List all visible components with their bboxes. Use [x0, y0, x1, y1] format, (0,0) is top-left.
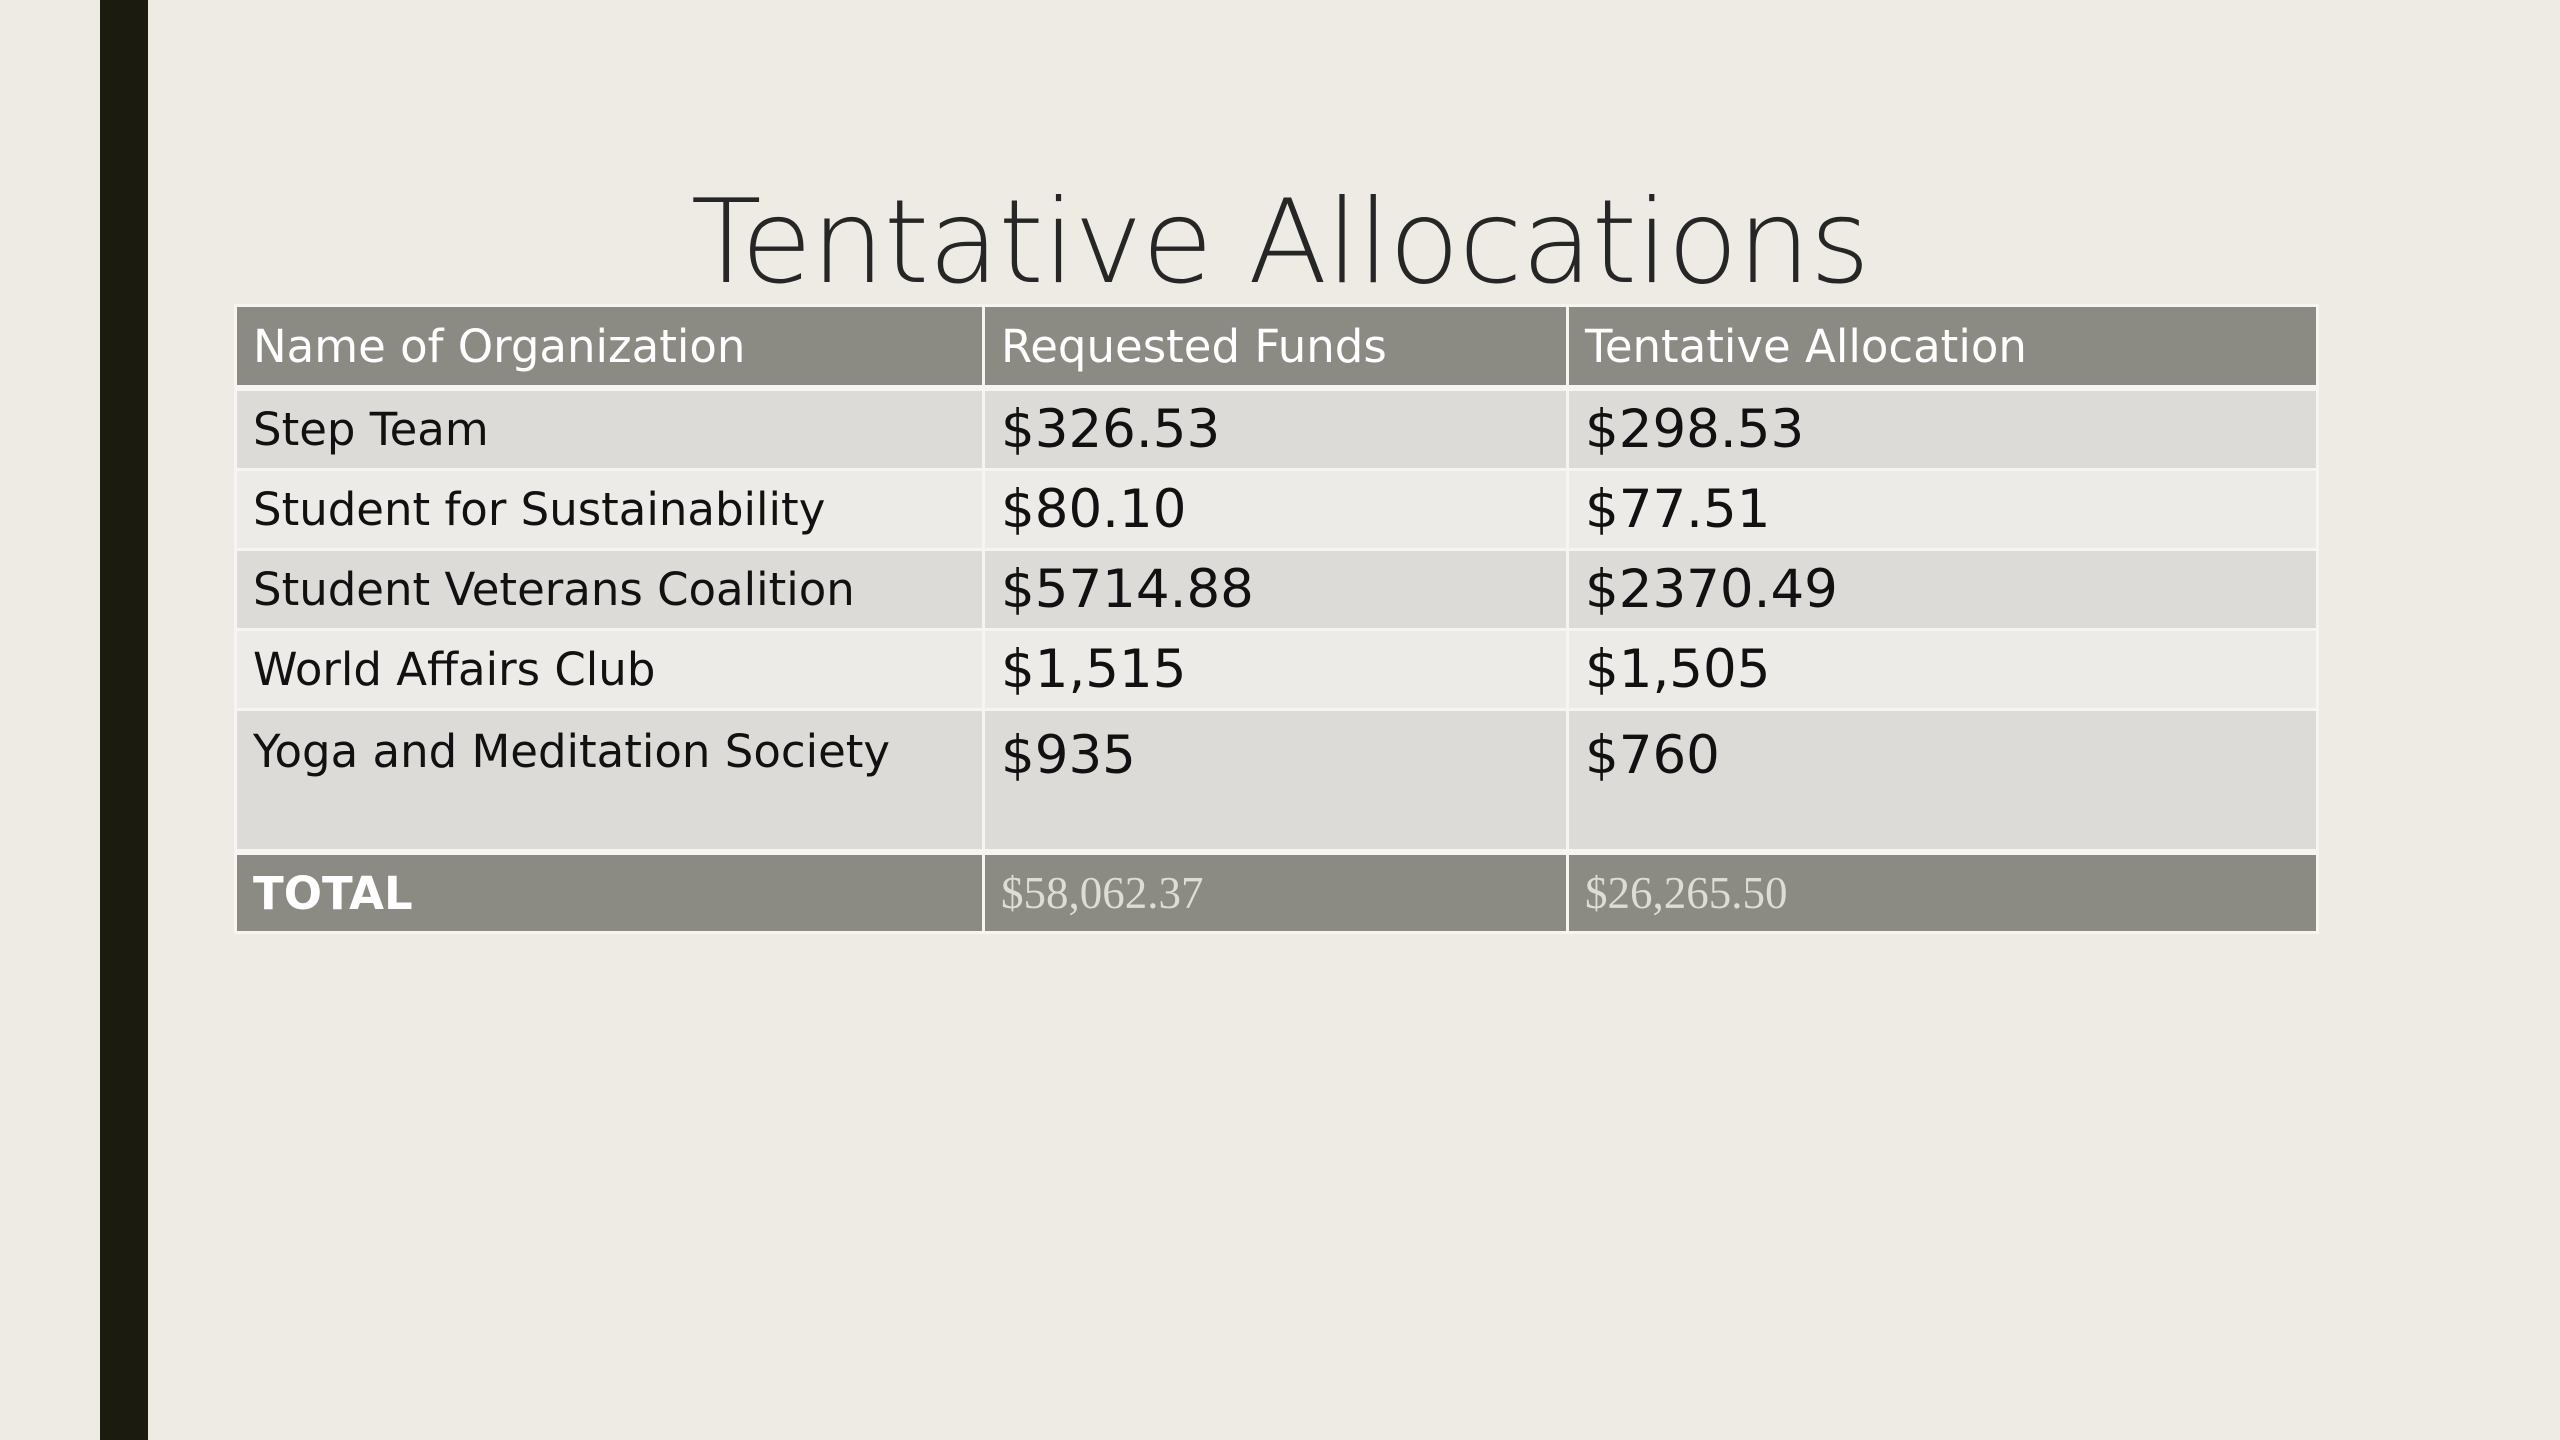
- tentative-allocation: $77.51: [1566, 468, 2319, 551]
- total-row: TOTAL $58,062.37 $26,265.50: [234, 849, 2319, 934]
- organization-name: Student for Sustainability: [234, 468, 985, 551]
- tentative-allocation: $1,505: [1566, 628, 2319, 711]
- total-label: TOTAL: [234, 849, 985, 934]
- total-tentative-allocation: $26,265.50: [1566, 849, 2319, 934]
- requested-funds: $5714.88: [982, 548, 1569, 631]
- requested-funds: $80.10: [982, 468, 1569, 551]
- organization-name: Yoga and Meditation Society: [234, 708, 985, 854]
- requested-funds: $326.53: [982, 386, 1569, 471]
- header-requested-funds: Requested Funds: [982, 304, 1569, 391]
- table-row: World Affairs Club $1,515 $1,505: [234, 628, 2319, 711]
- table-row: Student for Sustainability $80.10 $77.51: [234, 468, 2319, 551]
- table-row: Step Team $326.53 $298.53: [234, 386, 2319, 471]
- allocations-table: Name of Organization Requested Funds Ten…: [234, 304, 2319, 934]
- table-row: Student Veterans Coalition $5714.88 $237…: [234, 548, 2319, 631]
- header-organization: Name of Organization: [234, 304, 985, 391]
- organization-name: Step Team: [234, 386, 985, 471]
- tentative-allocation: $2370.49: [1566, 548, 2319, 631]
- organization-name: World Affairs Club: [234, 628, 985, 711]
- organization-name: Student Veterans Coalition: [234, 548, 985, 631]
- requested-funds: $935: [982, 708, 1569, 854]
- header-tentative-allocation: Tentative Allocation: [1566, 304, 2319, 391]
- table-row: Yoga and Meditation Society $935 $760: [234, 708, 2319, 854]
- total-requested-funds: $58,062.37: [982, 849, 1569, 934]
- accent-bar: [100, 0, 148, 1440]
- slide-title: Tentative Allocations: [690, 175, 1870, 310]
- requested-funds: $1,515: [982, 628, 1569, 711]
- tentative-allocation: $298.53: [1566, 386, 2319, 471]
- tentative-allocation: $760: [1566, 708, 2319, 854]
- table-header-row: Name of Organization Requested Funds Ten…: [234, 304, 2319, 391]
